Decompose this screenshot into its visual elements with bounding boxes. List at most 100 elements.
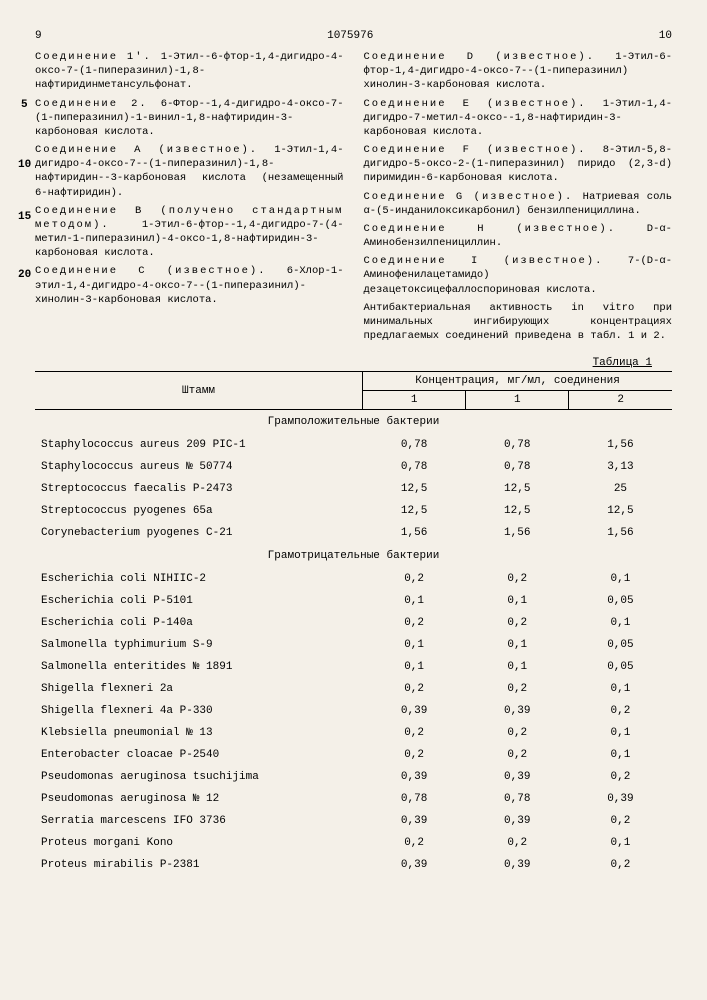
value-cell: 0,78 — [363, 788, 466, 810]
table-row: Serratia marcescens IFO 37360,390,390,2 — [35, 810, 672, 832]
page-num-right: 10 — [659, 30, 672, 42]
table-row: Streptococcus faecalis P-247312,512,525 — [35, 478, 672, 500]
value-cell: 0,1 — [569, 722, 672, 744]
value-cell: 1,56 — [569, 434, 672, 456]
strain-cell: Salmonella enteritides № 1891 — [35, 656, 363, 678]
table-row: Proteus morgani Kono0,20,20,1 — [35, 832, 672, 854]
compound-paragraph: Соединение А (известное). 1-Этил-1,4-диг… — [35, 143, 344, 200]
value-cell: 0,78 — [466, 434, 569, 456]
compound-paragraph: Соединение D (известное). 1-Этил-6-фтор-… — [364, 50, 673, 93]
value-cell: 0,39 — [466, 766, 569, 788]
value-cell: 0,2 — [569, 810, 672, 832]
line-marker-20: 20 — [18, 268, 31, 283]
strain-cell: Salmonella typhimurium S-9 — [35, 634, 363, 656]
line-marker-5: 5 — [21, 98, 28, 113]
value-cell: 12,5 — [466, 478, 569, 500]
compound-paragraph: Соединение I (известное). 7-(D-α-Аминофе… — [364, 254, 673, 297]
compound-label: Соединение В (получено стандартным метод… — [35, 205, 344, 231]
table-row: Proteus mirabilis P-23810,390,390,2 — [35, 854, 672, 876]
compound-label: Соединение 2. — [35, 98, 161, 110]
value-cell: 0,39 — [363, 854, 466, 876]
compound-paragraph: Соединение 1'. 1-Этил--6-фтор-1,4-дигидр… — [35, 50, 344, 93]
strain-cell: Pseudomonas aeruginosa № 12 — [35, 788, 363, 810]
table-row: Shigella flexneri 4a P-3300,390,390,2 — [35, 700, 672, 722]
table-row: Pseudomonas aeruginosa № 120,780,780,39 — [35, 788, 672, 810]
table-row: Escherichia coli NIHIIC-20,20,20,1 — [35, 568, 672, 590]
value-cell: 0,1 — [569, 612, 672, 634]
table-row: Streptococcus pyogenes 65a12,512,512,5 — [35, 500, 672, 522]
value-cell: 0,78 — [466, 456, 569, 478]
compound-paragraph: Соединение С (известное). 6-Хлор-1-этил-… — [35, 264, 344, 307]
compound-paragraph: Соединение G (известное). Натриевая соль… — [364, 190, 673, 218]
compound-label: Соединение G (известное). — [364, 191, 583, 203]
strain-cell: Streptococcus faecalis P-2473 — [35, 478, 363, 500]
value-cell: 0,39 — [363, 810, 466, 832]
value-cell: 0,2 — [363, 832, 466, 854]
value-cell: 0,2 — [466, 722, 569, 744]
value-cell: 0,2 — [466, 744, 569, 766]
data-table: Штамм Концентрация, мг/мл, соединения 1 … — [35, 371, 672, 876]
value-cell: 0,2 — [466, 678, 569, 700]
value-cell: 0,2 — [569, 766, 672, 788]
strain-cell: Shigella flexneri 2a — [35, 678, 363, 700]
value-cell: 0,2 — [363, 612, 466, 634]
value-cell: 3,13 — [569, 456, 672, 478]
col-3: 2 — [569, 391, 672, 410]
value-cell: 0,05 — [569, 656, 672, 678]
compound-label: Соединение H (известное). — [364, 223, 647, 235]
section-row: Грамотрицательные бактерии — [35, 544, 672, 568]
compound-label: Соединение F (известное). — [364, 144, 603, 156]
strain-cell: Klebsiella pneumonial № 13 — [35, 722, 363, 744]
value-cell: 0,39 — [466, 810, 569, 832]
value-cell: 0,39 — [466, 700, 569, 722]
value-cell: 0,1 — [363, 590, 466, 612]
value-cell: 0,2 — [466, 832, 569, 854]
strain-cell: Shigella flexneri 4a P-330 — [35, 700, 363, 722]
left-column: Соединение 1'. 1-Этил--6-фтор-1,4-дигидр… — [35, 50, 344, 347]
strain-cell: Escherichia coli P-5101 — [35, 590, 363, 612]
strain-cell: Escherichia coli P-140a — [35, 612, 363, 634]
value-cell: 0,2 — [466, 612, 569, 634]
table-row: Pseudomonas aeruginosa tsuchijima0,390,3… — [35, 766, 672, 788]
col-2: 1 — [466, 391, 569, 410]
value-cell: 0,39 — [363, 766, 466, 788]
value-cell: 12,5 — [363, 478, 466, 500]
value-cell: 0,2 — [569, 700, 672, 722]
table-row: Escherichia coli P-51010,10,10,05 — [35, 590, 672, 612]
value-cell: 0,39 — [466, 854, 569, 876]
doc-number: 1075976 — [42, 30, 659, 42]
value-cell: 12,5 — [466, 500, 569, 522]
table-row: Corynebacterium pyogenes C-211,561,561,5… — [35, 522, 672, 544]
strain-cell: Pseudomonas aeruginosa tsuchijima — [35, 766, 363, 788]
compound-label: Соединение I (известное). — [364, 255, 628, 267]
strain-cell: Proteus morgani Kono — [35, 832, 363, 854]
col-1: 1 — [363, 391, 466, 410]
strain-cell: Corynebacterium pyogenes C-21 — [35, 522, 363, 544]
strain-cell: Staphylococcus aureus № 50774 — [35, 456, 363, 478]
value-cell: 0,05 — [569, 634, 672, 656]
strain-cell: Streptococcus pyogenes 65a — [35, 500, 363, 522]
value-cell: 0,1 — [569, 832, 672, 854]
compound-label: Соединение А (известное). — [35, 144, 274, 156]
table-row: Staphylococcus aureus № 507740,780,783,1… — [35, 456, 672, 478]
compound-label: Соединение Е (известное). — [364, 98, 603, 110]
value-cell: 0,1 — [363, 634, 466, 656]
value-cell: 12,5 — [363, 500, 466, 522]
value-cell: 0,2 — [363, 744, 466, 766]
value-cell: 0,2 — [569, 854, 672, 876]
value-cell: 0,78 — [466, 788, 569, 810]
table-row: Shigella flexneri 2a0,20,20,1 — [35, 678, 672, 700]
table-row: Escherichia coli P-140a0,20,20,1 — [35, 612, 672, 634]
value-cell: 0,1 — [363, 656, 466, 678]
strain-cell: Proteus mirabilis P-2381 — [35, 854, 363, 876]
table-row: Salmonella typhimurium S-90,10,10,05 — [35, 634, 672, 656]
compound-paragraph: Соединение H (известное). D-α-Аминобензи… — [364, 222, 673, 250]
value-cell: 1,56 — [363, 522, 466, 544]
value-cell: 0,2 — [466, 568, 569, 590]
value-cell: 0,39 — [363, 700, 466, 722]
compound-paragraph: Соединение 2. 6-Фтор--1,4-дигидро-4-оксо… — [35, 97, 344, 140]
value-cell: 0,39 — [569, 788, 672, 810]
value-cell: 25 — [569, 478, 672, 500]
value-cell: 0,05 — [569, 590, 672, 612]
page-num-left: 9 — [35, 30, 42, 42]
